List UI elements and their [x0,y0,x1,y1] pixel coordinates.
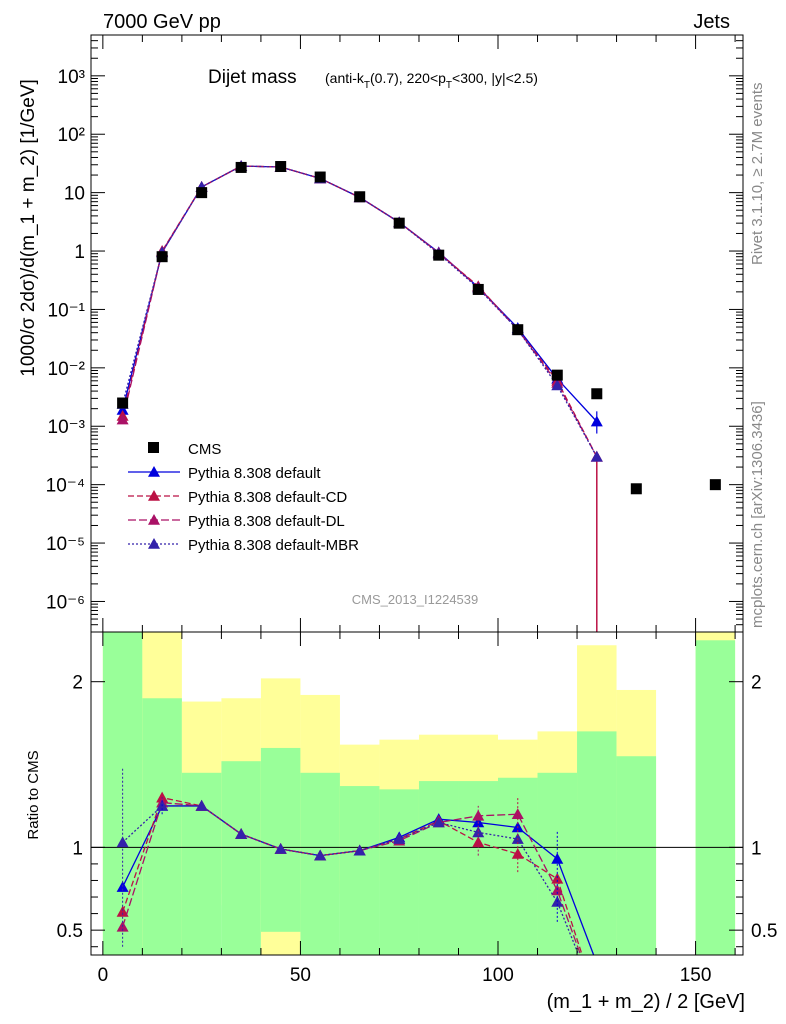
legend-label: CMS [188,441,221,458]
reference-point [117,397,129,409]
reference-point [630,483,642,495]
ratio-series-point [235,828,248,839]
ratio-series-point [511,808,524,820]
legend-marker [148,514,160,525]
legend-marker [148,466,160,477]
main-y-tick-label: 10⁻⁴ [46,476,85,497]
x-axis-label: (m_1 + m_2) / 2 [GeV] [547,991,745,1013]
ratio-band-green [577,731,617,955]
reference-point [275,161,287,173]
ratio-band-green [616,756,657,955]
main-series-point [590,450,603,462]
ratio-band-green [379,789,419,955]
main-y-axis-label: 1000/σ 2dσ)/d(m_1 + m_2) [1/GeV] [18,79,39,377]
main-y-tick-label: 1 [74,242,85,263]
ratio-series-point [116,905,129,917]
ratio-y-tick-label-right: 2 [751,673,762,694]
reference-point [393,217,405,229]
ratio-band-green [418,781,459,955]
watermark: CMS_2013_I1224539 [352,592,479,607]
ratio-band-green [142,698,182,955]
main-y-tick-label: 10² [58,125,85,146]
reference-point [433,249,445,261]
ratio-band-green [221,761,261,955]
legend-label: Pythia 8.308 default [188,465,321,482]
category-label: Jets [693,11,730,33]
main-series-line [121,165,598,458]
reference-point [354,191,366,203]
reference-point [591,388,603,400]
ratio-series-point [432,816,445,828]
reference-point [709,479,721,491]
ratio-series-point [551,852,564,864]
main-series-line [121,165,598,423]
ratio-series-point [472,826,485,838]
legend-label: Pythia 8.308 default-MBR [188,537,359,554]
main-y-tick-label: 10⁻¹ [48,300,86,321]
legend-label: Pythia 8.308 default-DL [188,513,345,530]
legend-marker [148,490,160,501]
ratio-band-green [300,772,340,955]
legend-marker-reference [148,442,159,453]
reference-point [235,161,247,173]
main-y-tick-label: 10³ [58,67,85,88]
ratio-series-point [195,799,208,811]
ratio-series-point [274,842,287,854]
ratio-y-tick-label: 1 [72,838,83,859]
ratio-y-tick-label-right: 0.5 [751,921,777,942]
legend: CMS Pythia 8.308 default Pythia 8.308 defa… [128,441,359,554]
reference-point [314,171,326,183]
ratio-band-green [695,640,736,955]
ratio-series-point [314,849,327,861]
main-series-point [590,415,603,427]
main-plot-panel: 10⁻⁶ 10⁻⁵ 10⁻⁴ 10⁻³ 10⁻² 10⁻¹ 1 10 10² 10³ [46,34,744,633]
main-y-tick-label: 10⁻⁵ [46,534,85,555]
ratio-plot-panel: 0.5 0.5 1 1 2 2 0 50 100 150 [57,631,777,986]
ratio-frame [90,631,744,956]
ratio-y-tick-label: 0.5 [57,921,83,942]
plot-title: Dijet mass [208,67,297,88]
legend-label: Pythia 8.308 default-CD [188,489,347,506]
main-y-tick-label: 10⁻⁶ [46,592,85,613]
reference-point [472,283,484,295]
x-tick-label: 100 [482,965,514,986]
ratio-y-tick-label-right: 1 [751,838,762,859]
reference-point [551,369,563,381]
legend-marker [148,538,160,549]
ratio-series-point [393,833,406,844]
main-y-tick-label: 10⁻² [48,359,86,380]
main-y-tick-label: 10⁻³ [48,417,86,438]
main-series-point [116,413,129,425]
ratio-y-axis-label: Ratio to CMS [25,750,42,839]
main-series-point [116,403,129,415]
main-series-line [121,165,598,458]
ratio-series-point [511,847,524,859]
energy-label: 7000 GeV pp [103,11,221,33]
rivet-version-label: Rivet 3.1.10, ≥ 2.7M events [749,83,766,266]
source-label: mcplots.cern.ch [arXiv:1306.3436] [749,401,766,628]
reference-point [196,187,208,199]
main-series-point [551,379,564,391]
x-tick-label: 50 [290,965,311,986]
ratio-y-tick-label: 2 [72,673,83,694]
ratio-series-point [353,844,366,856]
main-series-line [121,165,598,458]
ratio-band-green [339,786,380,955]
x-tick-label: 0 [98,965,109,986]
main-y-tick-label: 10 [64,184,85,205]
ratio-series-point [551,872,564,884]
reference-point [512,324,524,336]
x-tick-label: 150 [680,965,712,986]
reference-point [156,251,168,263]
plot-title-detail: (anti-kT(0.7), 220<pT<300, |y|<2.5) [325,70,538,91]
ratio-band-green [260,747,301,932]
